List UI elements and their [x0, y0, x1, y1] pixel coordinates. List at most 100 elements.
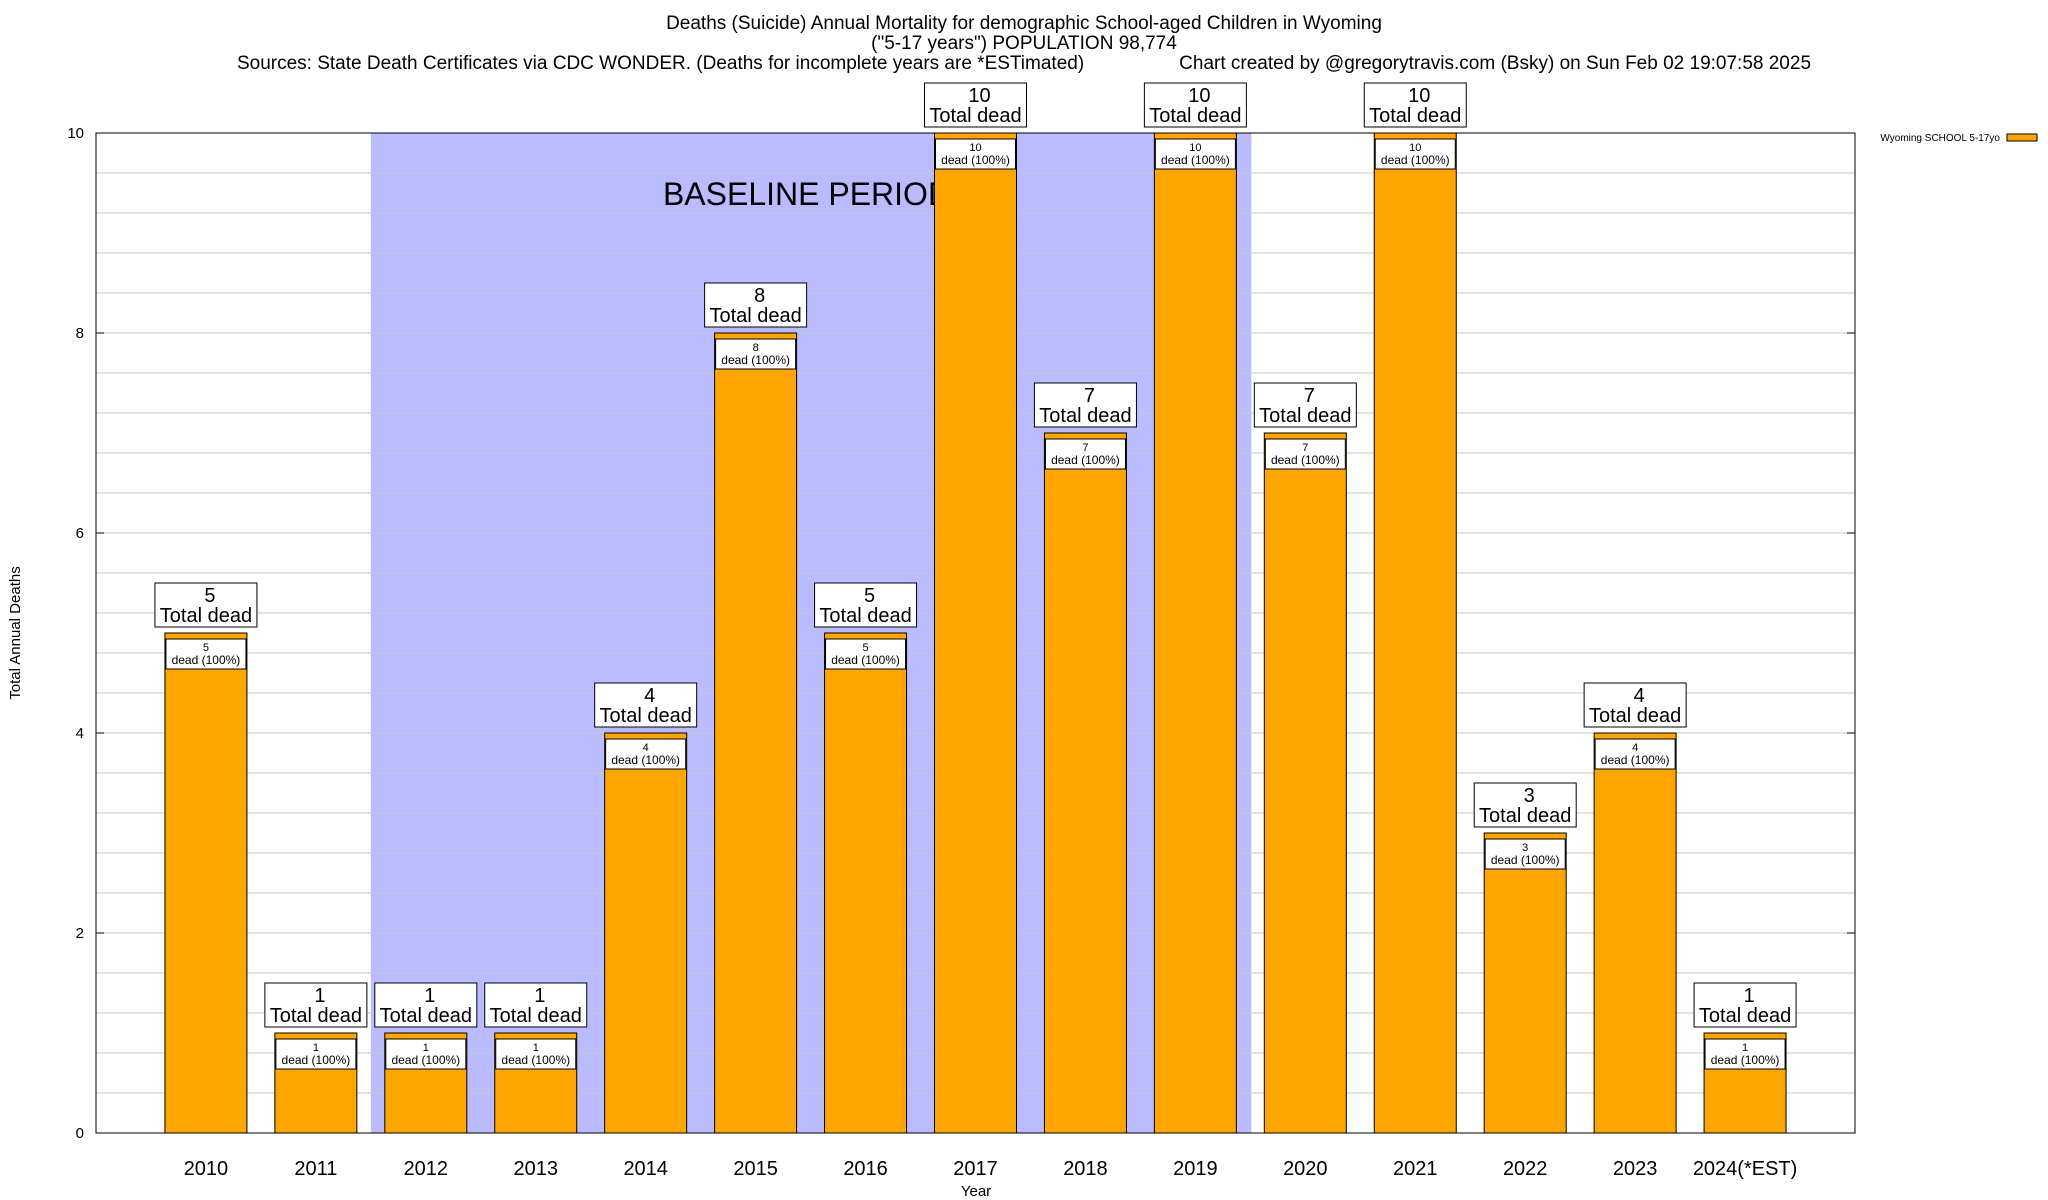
total-label-box — [594, 682, 698, 728]
x-tick-label: 2011 — [294, 1158, 337, 1180]
inner-label-count: 10 — [1409, 142, 1421, 154]
credit-text: Chart created by @gregorytravis.com (Bsk… — [1179, 53, 1812, 74]
inner-label-count: 1 — [1742, 1042, 1748, 1054]
inner-label-box — [1154, 138, 1236, 170]
inner-label-box — [495, 1038, 577, 1070]
x-tick-label: 2020 — [1283, 1158, 1328, 1180]
x-tick-label: 2019 — [1173, 1158, 1218, 1180]
inner-label-count: 10 — [1189, 142, 1201, 154]
total-label-text: Total dead — [1369, 105, 1461, 127]
inner-label-count: 3 — [1522, 842, 1528, 854]
inner-label-count: 5 — [203, 642, 209, 654]
total-label-count: 3 — [1524, 785, 1535, 807]
chart-subtitle: ("5-17 years") POPULATION 98,774 — [871, 33, 1177, 54]
legend-swatch — [2006, 133, 2038, 142]
inner-label-text: dead (100%) — [282, 1053, 351, 1067]
total-label-box — [1143, 82, 1247, 128]
x-tick-label: 2012 — [404, 1158, 449, 1180]
x-tick-label: 2022 — [1503, 1158, 1548, 1180]
inner-label-count: 7 — [1302, 442, 1308, 454]
inner-label-count: 5 — [863, 642, 869, 654]
inner-label-text: dead (100%) — [172, 653, 241, 667]
x-tick-label: 2023 — [1613, 1158, 1658, 1180]
total-label-text: Total dead — [1259, 405, 1351, 427]
inner-label-count: 7 — [1082, 442, 1088, 454]
inner-label-box — [165, 638, 247, 670]
total-label-box — [814, 582, 918, 628]
inner-label-count: 10 — [969, 142, 981, 154]
total-label-text: Total dead — [929, 105, 1021, 127]
total-label-box — [484, 982, 588, 1028]
x-tick-label: 2016 — [843, 1158, 888, 1180]
inner-label-text: dead (100%) — [1711, 1053, 1780, 1067]
inner-label-text: dead (100%) — [501, 1053, 570, 1067]
x-tick-label: 2018 — [1063, 1158, 1108, 1180]
y-tick-label: 0 — [76, 1125, 84, 1142]
chart-title: Deaths (Suicide) Annual Mortality for de… — [666, 13, 1382, 34]
bar-2019 — [1153, 132, 1237, 1134]
inner-label-count: 8 — [753, 342, 759, 354]
inner-label-text: dead (100%) — [611, 753, 680, 767]
inner-label-text: dead (100%) — [721, 353, 790, 367]
inner-label-text: dead (100%) — [1051, 453, 1120, 467]
inner-label-box — [275, 1038, 357, 1070]
total-label-text: Total dead — [1589, 705, 1681, 727]
x-tick-label: 2017 — [953, 1158, 998, 1180]
inner-label-text: dead (100%) — [391, 1053, 460, 1067]
total-label-box — [154, 582, 258, 628]
total-label-count: 5 — [204, 585, 215, 607]
x-tick-label: 2024(*EST) — [1693, 1158, 1798, 1180]
total-label-text: Total dead — [270, 1005, 362, 1027]
total-label-text: Total dead — [1039, 405, 1131, 427]
legend-label: Wyoming SCHOOL 5-17yo — [1880, 133, 2000, 144]
bar-2016 — [824, 632, 908, 1134]
inner-label-count: 4 — [643, 742, 649, 754]
total-label-text: Total dead — [709, 305, 801, 327]
y-axis-title: Total Annual Deaths — [7, 566, 24, 699]
bar-2017 — [934, 132, 1017, 1134]
x-tick-label: 2014 — [623, 1158, 668, 1180]
total-label-box — [374, 982, 478, 1028]
inner-label-text: dead (100%) — [1491, 853, 1560, 867]
x-tick-label: 2010 — [184, 1158, 229, 1180]
inner-label-box — [825, 638, 907, 670]
inner-label-count: 1 — [533, 1042, 539, 1054]
total-label-count: 10 — [1408, 85, 1430, 107]
total-label-text: Total dead — [160, 605, 252, 627]
inner-label-text: dead (100%) — [941, 153, 1010, 167]
total-label-text: Total dead — [1479, 805, 1571, 827]
total-label-count: 1 — [424, 985, 435, 1007]
total-label-count: 4 — [1634, 685, 1645, 707]
chart-sources: Sources: State Death Certificates via CD… — [0, 53, 2048, 75]
total-label-text: Total dead — [490, 1005, 582, 1027]
inner-label-box — [1374, 138, 1456, 170]
bar-2018 — [1043, 432, 1127, 1134]
total-label-text: Total dead — [380, 1005, 472, 1027]
total-label-count: 10 — [968, 85, 990, 107]
bar-2014 — [604, 732, 688, 1134]
total-label-count: 5 — [864, 585, 875, 607]
total-label-count: 1 — [1744, 985, 1755, 1007]
inner-label-box — [1044, 438, 1126, 470]
total-label-box — [1033, 382, 1137, 428]
inner-label-box — [715, 338, 797, 370]
total-label-box — [704, 282, 808, 328]
total-label-text: Total dead — [1149, 105, 1241, 127]
baseline-label: BASELINE PERIOD — [663, 176, 951, 212]
total-label-box — [1253, 382, 1357, 428]
bar-2021 — [1373, 132, 1457, 1134]
total-label-count: 7 — [1304, 385, 1315, 407]
inner-label-box — [605, 738, 687, 770]
total-label-count: 8 — [754, 285, 765, 307]
inner-label-count: 4 — [1632, 742, 1638, 754]
total-label-text: Total dead — [1699, 1005, 1791, 1027]
x-tick-label: 2015 — [733, 1158, 778, 1180]
total-label-box — [924, 82, 1027, 128]
total-label-count: 10 — [1188, 85, 1210, 107]
bar-2022 — [1483, 832, 1567, 1134]
total-label-box — [1583, 682, 1687, 728]
total-label-box — [1363, 82, 1467, 128]
inner-label-box — [1264, 438, 1346, 470]
y-tick-label: 8 — [76, 325, 84, 342]
